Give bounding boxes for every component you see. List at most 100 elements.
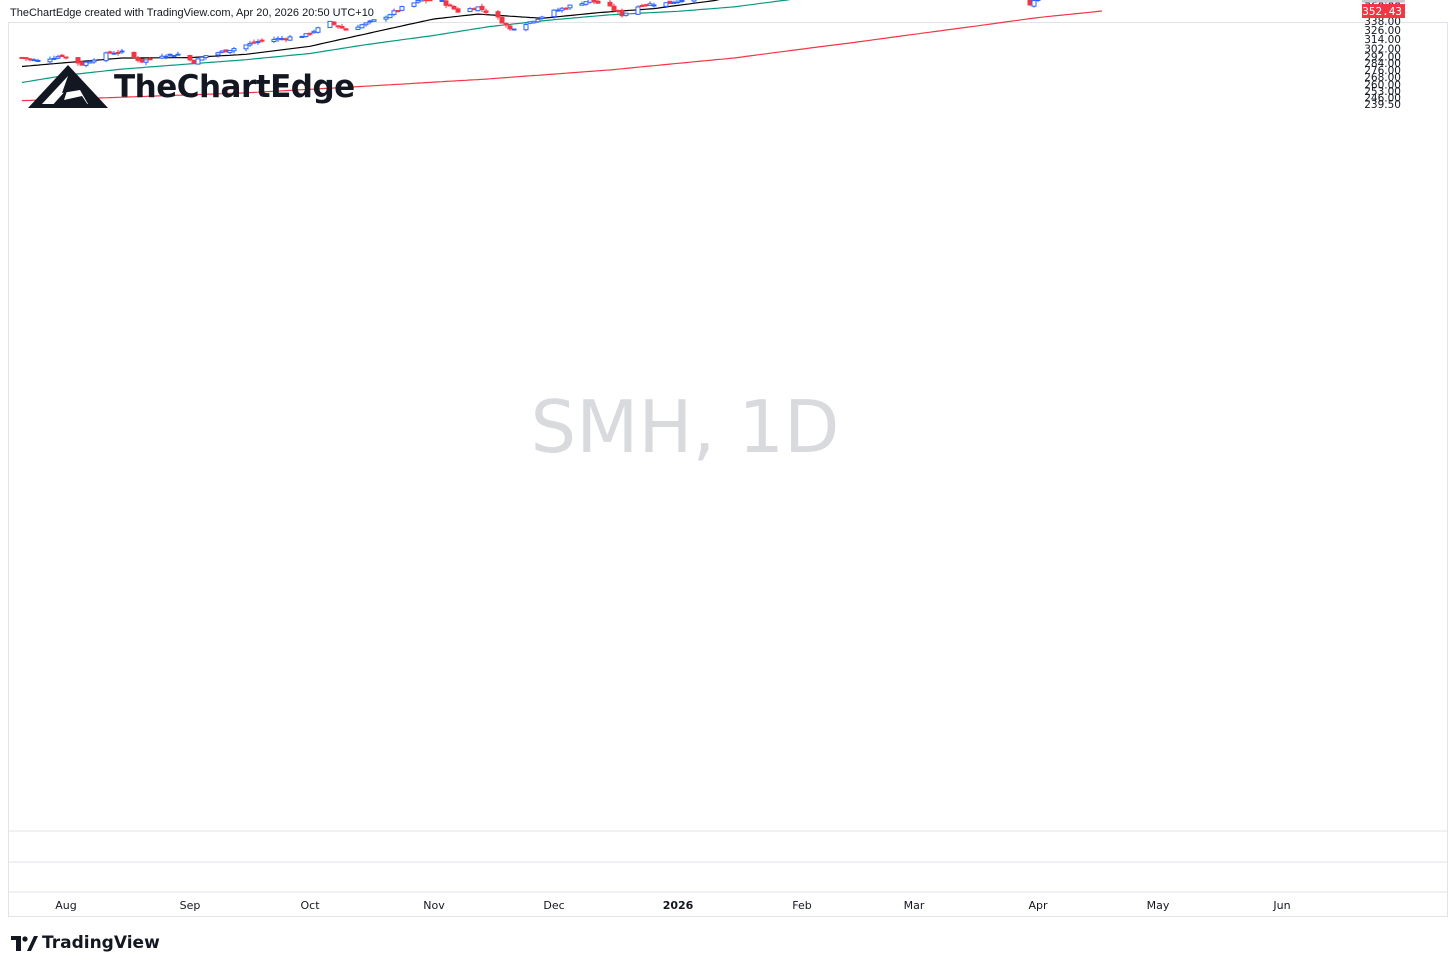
candle	[503, 22, 509, 28]
candle-body	[299, 35, 305, 38]
candle	[647, 1, 653, 6]
price-axis[interactable]: 510.00490.00470.00450.00430.00390.00370.…	[1364, 0, 1401, 111]
candle-body	[115, 51, 121, 54]
tradingview-logo[interactable]: TradingView	[10, 933, 160, 953]
candle-body	[423, 0, 429, 2]
candle	[495, 10, 501, 20]
candle	[663, 2, 669, 7]
time-tick-label: 2026	[663, 899, 694, 912]
time-tick-label: Oct	[300, 899, 320, 912]
candle-body	[27, 58, 33, 61]
price-tick-label: 292.00	[1364, 51, 1401, 63]
candle	[223, 49, 229, 53]
candle	[467, 7, 473, 13]
candle	[243, 44, 249, 52]
candle-body	[159, 55, 165, 59]
candle-body	[635, 6, 641, 15]
candle-body	[75, 57, 81, 64]
candle	[335, 25, 341, 29]
candle-body	[355, 26, 361, 30]
candle	[143, 59, 149, 66]
candle	[303, 33, 309, 38]
candle-body	[215, 52, 221, 56]
candle	[159, 53, 165, 59]
candle-body	[579, 3, 585, 6]
candle-body	[47, 58, 53, 63]
candle-body	[475, 6, 481, 12]
candle-body	[511, 28, 517, 31]
candle	[299, 35, 305, 38]
candle	[107, 50, 113, 55]
candle	[475, 6, 481, 12]
candle-body	[531, 20, 537, 24]
candle	[331, 20, 337, 26]
candle	[679, 0, 685, 3]
candle	[283, 37, 289, 43]
candle	[147, 57, 153, 61]
candle	[527, 21, 533, 25]
candle-body	[167, 53, 173, 56]
candle	[635, 5, 641, 16]
candle	[131, 51, 137, 59]
candle-body	[523, 24, 529, 31]
candle	[511, 28, 517, 31]
candle-body	[595, 0, 601, 4]
candle-body	[611, 5, 617, 11]
candle-body	[539, 16, 545, 19]
candle-body	[35, 59, 41, 62]
candle-body	[651, 4, 657, 7]
candle	[411, 2, 417, 8]
candle	[643, 4, 649, 8]
candle	[139, 58, 145, 64]
candle-body	[131, 51, 137, 59]
candle	[195, 58, 201, 65]
candle-body	[59, 54, 65, 58]
price-tags: SMH464.16Pre461.59419.74410.42405.46375.…	[1362, 0, 1405, 19]
candle-body	[587, 0, 593, 3]
candle	[1027, 0, 1033, 7]
candle	[371, 19, 377, 22]
candle-body	[479, 5, 485, 11]
candle	[395, 10, 401, 13]
candle-body	[191, 59, 197, 64]
candle	[247, 40, 253, 47]
candle	[311, 29, 317, 34]
candle	[23, 57, 29, 62]
candle	[611, 3, 617, 13]
candle-body	[139, 58, 145, 63]
candle-body	[243, 44, 249, 50]
candle-body	[255, 41, 261, 44]
candle-body	[279, 37, 285, 40]
candle-body	[363, 22, 369, 26]
candle-body	[231, 48, 237, 52]
candle-body	[591, 0, 597, 3]
candle-body	[307, 32, 313, 35]
candle-body	[271, 38, 277, 43]
candle-body	[283, 38, 289, 41]
candle	[47, 56, 53, 65]
candle	[591, 0, 597, 5]
candle-body	[499, 16, 505, 24]
candle-body	[275, 37, 281, 41]
brand-logo: TheChartEdge	[28, 64, 355, 110]
candle-body	[419, 0, 425, 2]
price-tick-label: 239.50	[1364, 99, 1401, 111]
candle-body	[223, 49, 229, 53]
candle-body	[647, 3, 653, 6]
candle-body	[251, 41, 257, 44]
candle	[359, 23, 365, 29]
candle	[595, 0, 601, 4]
candle	[163, 54, 169, 60]
candle	[691, 0, 697, 3]
price-tick-label: 268.00	[1364, 72, 1401, 84]
candlesticks	[19, 0, 1041, 68]
candle-body	[639, 5, 645, 8]
time-axis[interactable]: Aug Sep Oct Nov Dec 2026 Feb Mar Apr May Jun	[55, 899, 1290, 912]
candle	[471, 7, 477, 11]
candle-body	[415, 0, 421, 3]
ma200-tag-value: 352.43	[1362, 5, 1402, 18]
candle	[579, 1, 585, 6]
candle	[255, 39, 261, 45]
candle-body	[119, 50, 125, 53]
